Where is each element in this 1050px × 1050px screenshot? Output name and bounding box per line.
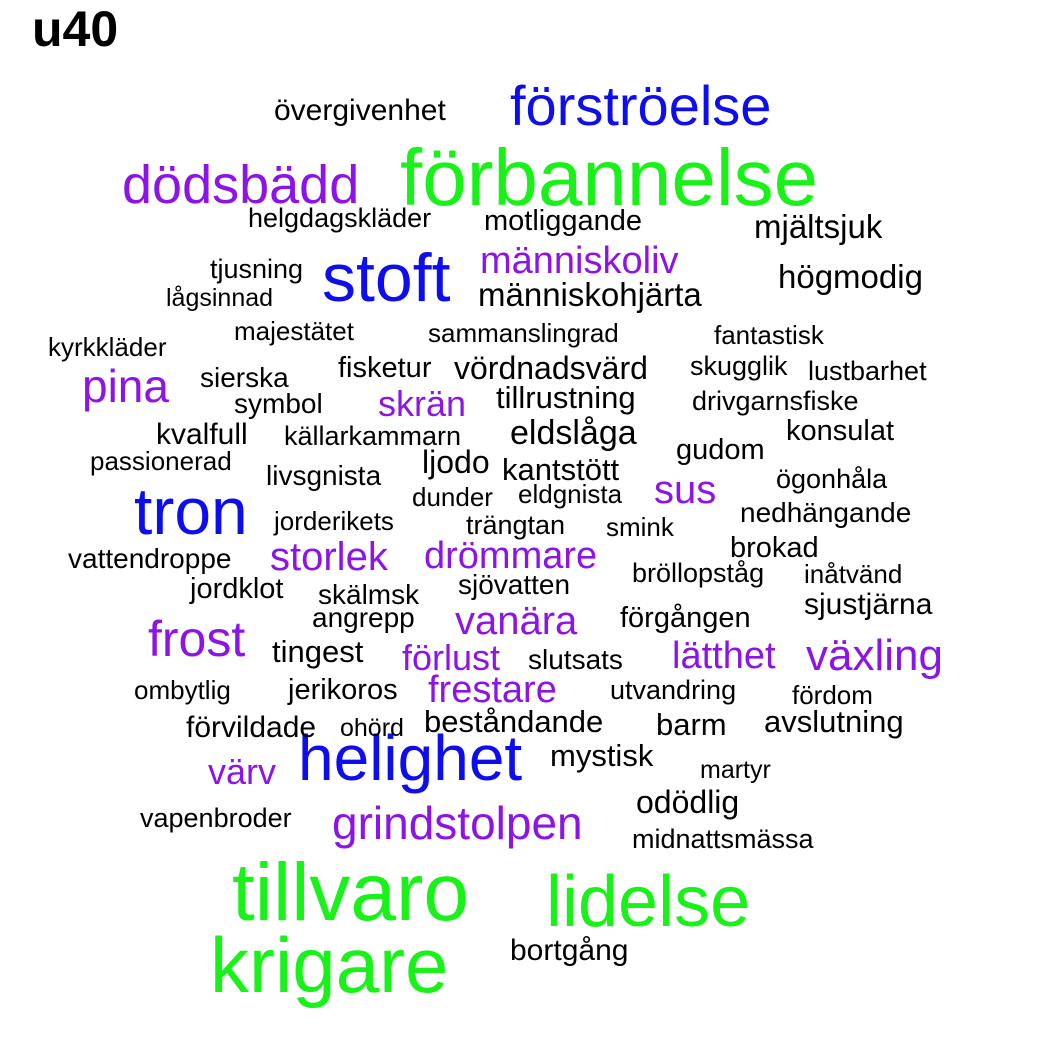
cloud-word: lustbarhet — [808, 356, 927, 386]
cloud-word: sierska — [200, 362, 289, 393]
cloud-word: jerikoros — [288, 674, 398, 706]
cloud-word: dödsbädd — [122, 155, 360, 215]
cloud-word: tingest — [272, 634, 364, 669]
cloud-word: sammanslingrad — [428, 318, 619, 348]
cloud-word: frost — [148, 611, 246, 667]
cloud-word: förströelse — [510, 74, 772, 137]
cloud-word: motliggande — [484, 205, 642, 237]
cloud-word: tron — [134, 474, 248, 548]
cloud-word: pina — [82, 360, 169, 412]
cloud-word: eldgnista — [518, 479, 623, 509]
cloud-word: förvildade — [186, 711, 317, 744]
cloud-word: eldslåga — [510, 414, 637, 452]
cloud-word: skälmsk — [318, 579, 420, 610]
cloud-word: sjövatten — [458, 569, 571, 600]
cloud-word: tillvaro — [232, 847, 469, 938]
cloud-word: människoliv — [480, 240, 679, 282]
cloud-word: sjustjärna — [804, 588, 933, 621]
cloud-word: symbol — [234, 388, 323, 419]
cloud-word: slutsats — [528, 644, 623, 675]
cloud-word: konsulat — [786, 415, 895, 447]
cloud-word: bortgång — [510, 934, 629, 967]
cloud-word: passionerad — [90, 446, 232, 476]
cloud-word: inåtvänd — [804, 559, 903, 589]
cloud-word: övergivenhet — [274, 94, 446, 127]
cloud-word: majestätet — [234, 316, 354, 346]
cloud-word: förgången — [620, 602, 751, 634]
cloud-word: förbannelse — [400, 133, 819, 222]
cloud-word: odödlig — [636, 784, 740, 820]
cloud-word: sus — [654, 468, 717, 512]
cloud-word: lätthet — [672, 635, 776, 677]
cloud-word: fisketur — [338, 352, 432, 384]
cloud-word: förlust — [402, 637, 501, 678]
cloud-word: kantstött — [502, 452, 620, 487]
cloud-word: fantastisk — [714, 320, 824, 350]
cloud-word: växling — [806, 631, 943, 680]
cloud-word: ljodo — [422, 444, 490, 480]
cloud-word: jordklot — [190, 573, 284, 605]
cloud-word: tillrustning — [496, 380, 636, 415]
cloud-word: drivgarnsfiske — [692, 386, 859, 416]
cloud-word: beståndande — [424, 704, 604, 739]
cloud-word: krigare — [210, 921, 449, 1009]
cloud-word: martyr — [700, 756, 771, 784]
cloud-word: midnattsmässa — [632, 824, 814, 854]
cloud-word: helgdagskläder — [248, 203, 432, 233]
cloud-word: kvalfull — [156, 418, 248, 451]
cloud-word: lågsinnad — [166, 284, 274, 312]
cloud-word: vattendroppe — [68, 543, 232, 574]
cloud-word: vördnadsvärd — [454, 350, 648, 386]
cloud-word: fördom — [792, 680, 873, 710]
cloud-word: barm — [656, 707, 727, 742]
cloud-word: mjältsjuk — [754, 208, 883, 245]
cloud-word: livsgnista — [266, 460, 382, 491]
cloud-word: kyrkkläder — [48, 332, 167, 362]
cloud-word: storlek — [270, 535, 388, 579]
cloud-word: skrän — [378, 383, 467, 424]
cloud-word: ohörd — [340, 714, 404, 742]
cloud-word: ombytlig — [134, 675, 231, 705]
cloud-word: ögonhåla — [776, 464, 888, 494]
cloud-word: frestare — [428, 669, 557, 711]
cloud-word: dunder — [412, 482, 493, 512]
cloud-word: vapenbroder — [140, 803, 292, 833]
cloud-word: skugglik — [690, 351, 788, 381]
cloud-word: grindstolpen — [332, 797, 583, 849]
cloud-word: avslutning — [764, 704, 904, 739]
cloud-word: vanära — [455, 599, 578, 643]
cloud-word: brokad — [730, 532, 819, 564]
cloud-word: källarkammarn — [284, 421, 462, 451]
cloud-word: bröllopståg — [632, 558, 765, 588]
cloud-word: drömmare — [424, 535, 598, 577]
cloud-word: högmodig — [778, 258, 923, 295]
cloud-word: gudom — [676, 434, 765, 466]
cloud-word: utvandring — [610, 675, 737, 705]
cloud-word: människohjärta — [478, 276, 702, 313]
cloud-title: u40 — [32, 1, 119, 57]
cloud-word: smink — [606, 512, 674, 542]
cloud-word: helighet — [298, 722, 523, 794]
cloud-word: värv — [208, 751, 277, 792]
cloud-word: tjusning — [210, 254, 304, 284]
cloud-word: lidelse — [546, 862, 751, 942]
cloud-word: mystisk — [550, 738, 654, 773]
cloud-word: stoft — [322, 240, 451, 316]
cloud-word: jorderikets — [274, 506, 394, 536]
cloud-word: angrepp — [312, 602, 415, 633]
cloud-word: nedhängande — [740, 497, 912, 528]
cloud-word: trängtan — [466, 510, 566, 540]
